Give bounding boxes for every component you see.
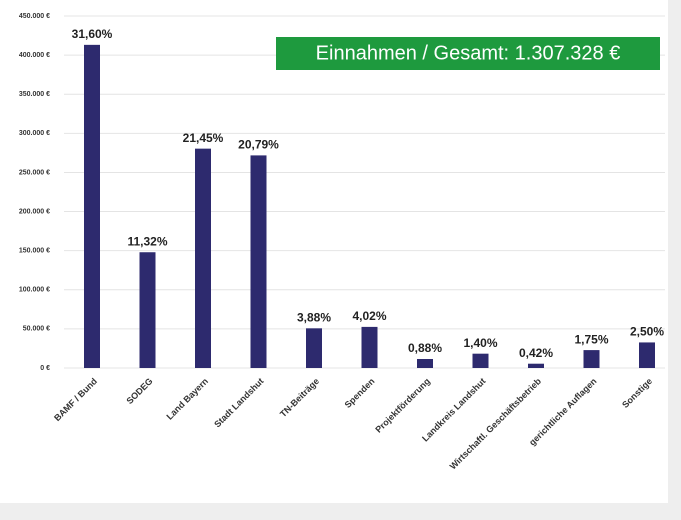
value-label: 0,88% bbox=[408, 341, 442, 355]
bar bbox=[195, 148, 211, 368]
value-label: 4,02% bbox=[352, 309, 386, 323]
bar bbox=[361, 326, 378, 368]
y-tick-label: 250.000 € bbox=[19, 169, 50, 176]
y-tick-label: 100.000 € bbox=[19, 287, 50, 294]
y-tick-label: 200.000 € bbox=[19, 208, 50, 215]
value-label: 0,42% bbox=[519, 346, 553, 360]
value-label: 31,60% bbox=[72, 27, 113, 41]
bar bbox=[528, 363, 544, 368]
bar bbox=[250, 155, 267, 368]
value-label: 1,75% bbox=[574, 332, 608, 346]
y-tick-label: 300.000 € bbox=[19, 130, 50, 137]
bar bbox=[583, 350, 600, 368]
panel bbox=[0, 0, 668, 503]
y-tick-label: 350.000 € bbox=[19, 91, 50, 98]
y-tick-label: 150.000 € bbox=[19, 248, 50, 255]
bar bbox=[84, 44, 100, 368]
bar bbox=[639, 342, 655, 368]
annotation-box bbox=[276, 37, 660, 70]
value-label: 20,79% bbox=[238, 138, 279, 152]
bar bbox=[472, 353, 489, 368]
value-label: 11,32% bbox=[127, 234, 167, 248]
y-tick-label: 450.000 € bbox=[19, 13, 50, 20]
bar bbox=[306, 328, 322, 368]
y-tick-label: 400.000 € bbox=[19, 52, 50, 59]
bar bbox=[139, 252, 156, 368]
value-label: 3,88% bbox=[297, 310, 331, 324]
y-tick-label: 0 € bbox=[40, 365, 50, 372]
value-label: 1,40% bbox=[463, 336, 497, 350]
y-tick-label: 50.000 € bbox=[23, 326, 50, 333]
value-label: 21,45% bbox=[183, 131, 224, 145]
bar bbox=[417, 359, 433, 368]
annotation: Einnahmen / Gesamt: 1.307.328 € bbox=[316, 42, 621, 64]
value-label: 2,50% bbox=[630, 325, 664, 339]
